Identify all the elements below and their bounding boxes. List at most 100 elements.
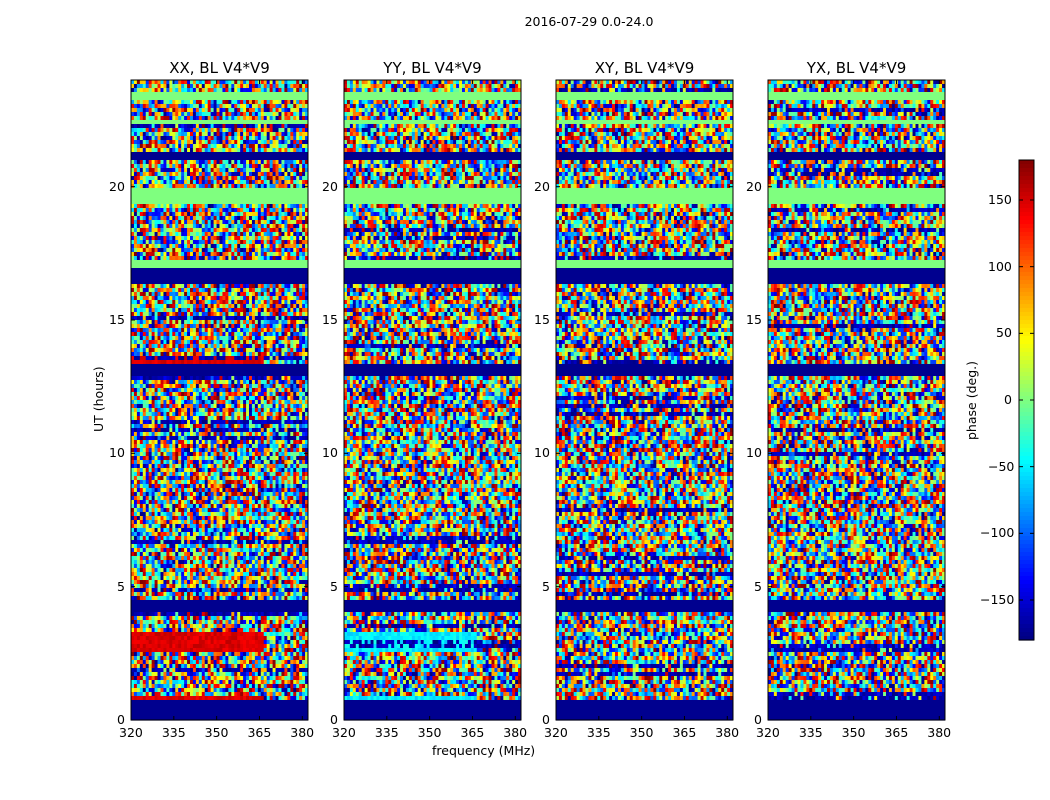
heatmap-cell [296,308,299,313]
heatmap-cell [205,320,208,325]
heatmap-cell [181,392,184,397]
heatmap-cell [166,360,169,365]
heatmap-cell [296,344,299,349]
heatmap-cell [214,300,217,305]
heatmap-cell [149,132,152,137]
heatmap-cell [184,400,187,405]
heatmap-cell [243,444,246,449]
heatmap-cell [166,380,169,385]
heatmap-cell [231,204,234,209]
heatmap-cell [146,452,149,457]
heatmap-cell [222,104,225,109]
heatmap-cell [249,356,252,361]
heatmap-cell [290,312,293,317]
heatmap-cell [281,428,284,433]
heatmap-cell [237,296,240,301]
heatmap-cell [211,148,214,153]
heatmap-cell [296,472,299,477]
heatmap-cell [246,84,249,89]
heatmap-cell [131,84,134,89]
heatmap-cell [214,252,217,257]
heatmap-cell [178,476,181,481]
heatmap-cell [149,428,152,433]
heatmap-cell [214,224,217,229]
heatmap-cell [258,208,261,213]
heatmap-cell [240,388,243,393]
heatmap-cell [211,448,214,453]
heatmap-cell [143,384,146,389]
heatmap-cell [155,408,158,413]
heatmap-cell [211,412,214,417]
heatmap-cell [264,240,267,245]
heatmap-cell [166,336,169,341]
heatmap-cell [237,320,240,325]
heatmap-cell [199,476,202,481]
heatmap-cell [199,324,202,329]
heatmap-cell [184,84,187,89]
heatmap-cell [193,360,196,365]
heatmap-cell [246,400,249,405]
heatmap-cell [293,104,296,109]
heatmap-cell [217,472,220,477]
heatmap-cell [205,228,208,233]
heatmap-cell [187,352,190,357]
heatmap-cell [172,464,175,469]
heatmap-cell [293,392,296,397]
heatmap-cell [237,80,240,85]
heatmap-cell [302,172,305,177]
heatmap-cell [261,380,264,385]
heatmap-cell [276,452,279,457]
heatmap-cell [302,128,305,133]
heatmap-cell [228,100,231,105]
heatmap-cell [158,408,161,413]
heatmap-cell [281,376,284,381]
heatmap-cell [222,360,225,365]
heatmap-cell [225,480,228,485]
heatmap-cell [287,88,290,93]
heatmap-cell [202,116,205,121]
heatmap-cell [284,240,287,245]
heatmap-cell [220,212,223,217]
heatmap-cell [299,168,302,173]
heatmap-cell [290,420,293,425]
heatmap-cell [152,416,155,421]
heatmap-cell [149,240,152,245]
heatmap-cell [208,176,211,181]
heatmap-cell [255,328,258,333]
heatmap-cell [255,316,258,321]
heatmap-cell [246,472,249,477]
heatmap-cell [196,424,199,429]
heatmap-cell [222,300,225,305]
heatmap-cell [279,456,282,461]
heatmap-cell [222,320,225,325]
heatmap-cell [249,244,252,249]
heatmap-cell [163,476,166,481]
heatmap-cell [172,144,175,149]
heatmap-cell [214,112,217,117]
heatmap-cell [158,328,161,333]
heatmap-cell [228,308,231,313]
heatmap-cell [137,316,140,321]
heatmap-cell [228,432,231,437]
heatmap-cell [281,100,284,105]
heatmap-cell [178,328,181,333]
heatmap-cell [276,288,279,293]
heatmap-cell [222,432,225,437]
heatmap-cell [249,100,252,105]
heatmap-cell [163,328,166,333]
heatmap-cell [175,240,178,245]
heatmap-cell [202,432,205,437]
heatmap-cell [205,232,208,237]
heatmap-cell [276,160,279,165]
heatmap-cell [255,460,258,465]
heatmap-cell [134,340,137,345]
heatmap-cell [267,316,270,321]
heatmap-cell [202,444,205,449]
heatmap-cell [208,468,211,473]
heatmap-cell [205,132,208,137]
heatmap-cell [264,220,267,225]
heatmap-cell [299,112,302,117]
heatmap-cell [220,452,223,457]
heatmap-cell [205,468,208,473]
heatmap-cell [290,136,293,141]
